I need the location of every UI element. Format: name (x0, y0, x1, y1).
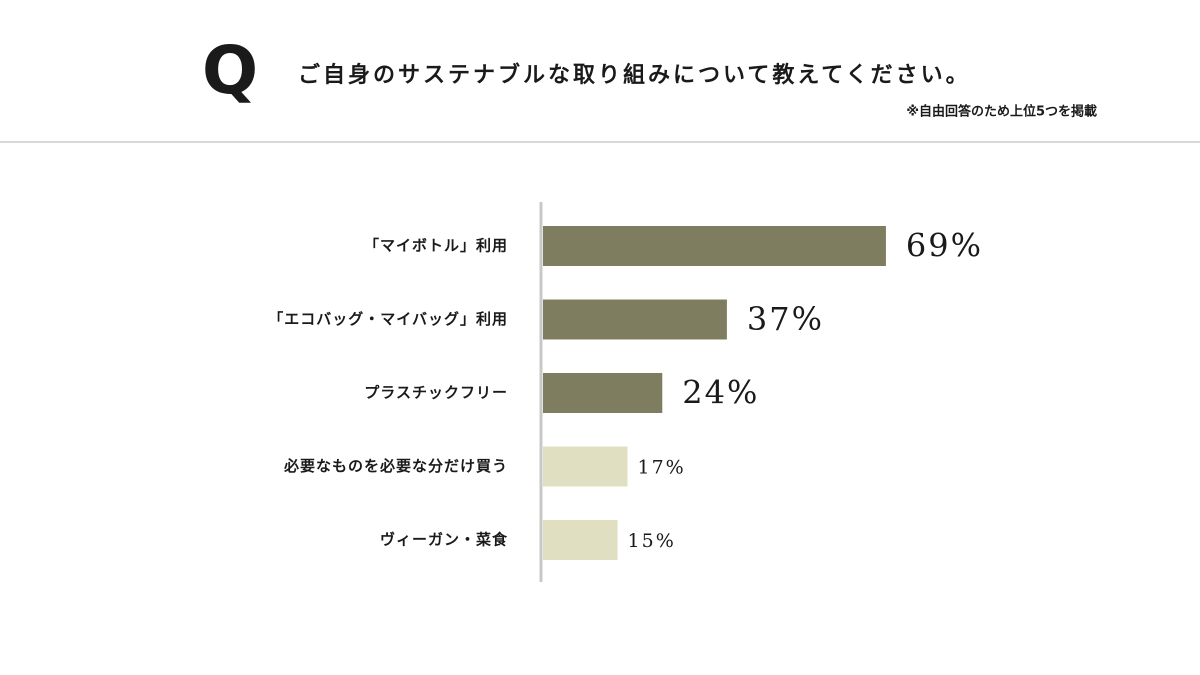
category-label: ヴィーガン・菜食 (380, 531, 508, 549)
bar (543, 299, 727, 340)
category-label: 「エコバッグ・マイバッグ」利用 (268, 310, 508, 328)
bar (543, 520, 618, 560)
bar (543, 226, 886, 266)
category-label: プラスチックフリー (364, 384, 508, 402)
question-mark: Q (202, 32, 258, 109)
value-label: 69% (906, 227, 983, 265)
value-label: 37% (747, 300, 824, 338)
bar (543, 446, 628, 487)
value-label: 24% (682, 374, 759, 412)
value-label: 17% (637, 457, 685, 479)
note: ※自由回答のため上位5つを掲載 (906, 104, 1097, 120)
bar (543, 373, 663, 413)
value-label: 15% (628, 530, 676, 552)
chart-title: ご自身のサステナブルな取り組みについて教えてください。 (298, 62, 971, 88)
category-label: 必要なものを必要な分だけ買う (283, 457, 508, 475)
category-label: 「マイボトル」利用 (364, 237, 508, 255)
